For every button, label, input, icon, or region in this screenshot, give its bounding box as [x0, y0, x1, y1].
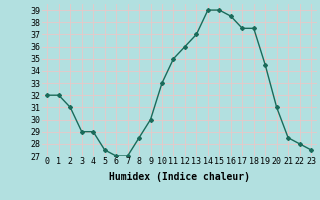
X-axis label: Humidex (Indice chaleur): Humidex (Indice chaleur)	[109, 172, 250, 182]
